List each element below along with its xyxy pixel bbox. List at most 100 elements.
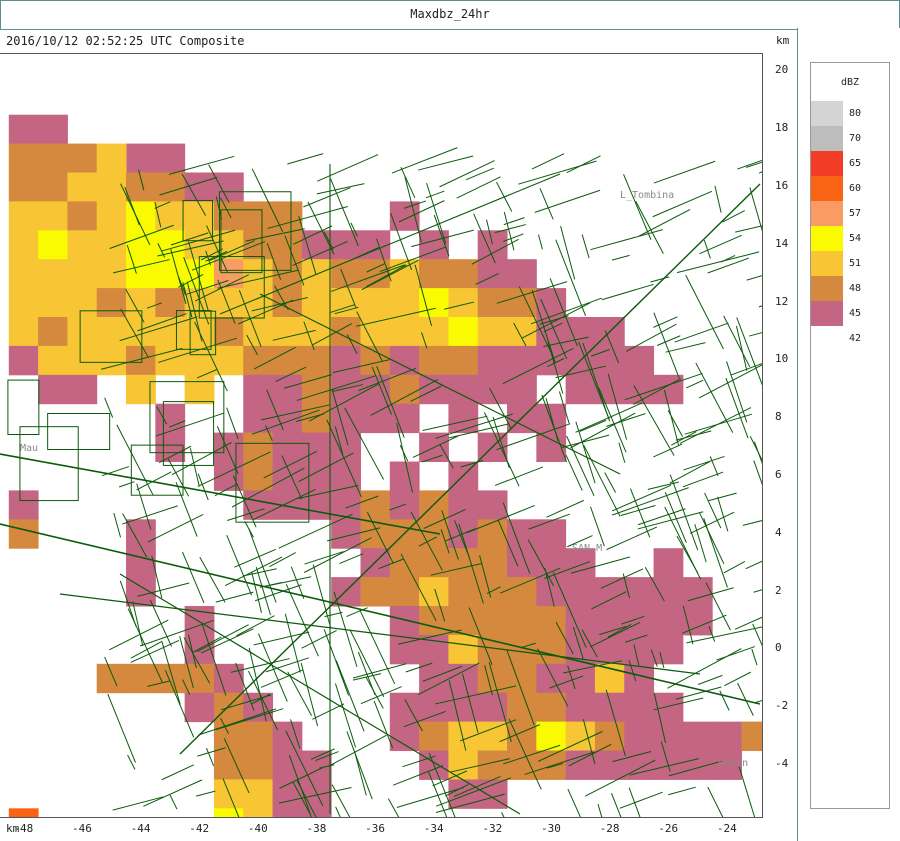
road-segment <box>296 413 325 422</box>
road-segment <box>621 615 645 625</box>
road-segment <box>159 445 192 463</box>
road-segment <box>637 511 704 530</box>
road-segment <box>426 182 447 244</box>
road-segment <box>527 539 554 586</box>
road-segment <box>735 325 748 371</box>
x-tick-label: -46 <box>72 822 92 835</box>
radar-map[interactable]: L_Tombina Mau SAN_M ondon <box>0 53 763 818</box>
road-segment <box>181 173 207 216</box>
road-segment <box>349 247 379 262</box>
reflectivity-cell <box>155 317 186 347</box>
road-segment <box>285 730 324 806</box>
road-segment <box>274 285 289 310</box>
road-segment <box>223 738 250 794</box>
road-segment <box>722 210 745 223</box>
reflectivity-cell <box>67 259 98 289</box>
reflectivity-cell <box>155 432 186 463</box>
road-segment <box>555 365 607 379</box>
x-axis: km -48 -46 -44 -42 -40 -38 -36 -34 -32 -30 -28 -26 -… <box>0 816 797 841</box>
road-segment <box>714 185 722 213</box>
road-segment <box>298 216 317 274</box>
road-segment <box>366 263 385 273</box>
road-segment <box>361 259 419 291</box>
legend-swatch <box>811 326 843 351</box>
road-segment <box>524 751 595 775</box>
road-segment <box>170 249 187 305</box>
road-segment <box>682 471 724 488</box>
road-segment <box>251 296 308 312</box>
road-segment <box>261 404 331 421</box>
road-segment <box>570 556 630 574</box>
road-segment <box>146 302 163 309</box>
road-segment <box>650 649 658 667</box>
road-segment <box>531 290 556 363</box>
road-segment <box>326 419 362 497</box>
legend-swatch <box>811 176 843 201</box>
reflectivity-cell <box>448 548 479 578</box>
road-segment <box>578 341 610 420</box>
reflectivity-cell <box>67 374 98 405</box>
road-segment <box>196 368 218 379</box>
field-parcel <box>220 209 263 274</box>
reflectivity-cell <box>38 230 68 260</box>
road-segment <box>549 278 578 347</box>
road-segment <box>725 377 749 439</box>
legend-entry: 65 <box>811 151 889 176</box>
reflectivity-cell <box>565 374 596 405</box>
road-segment <box>471 238 519 265</box>
road-segment <box>620 504 656 516</box>
legend-swatch <box>811 201 843 226</box>
legend-swatch <box>811 276 843 301</box>
legend-swatch <box>811 101 843 126</box>
road-segment <box>164 670 195 738</box>
road-segment <box>425 190 445 199</box>
road-segment <box>716 646 755 661</box>
road-segment <box>226 407 239 440</box>
reflectivity-cell <box>8 259 39 289</box>
reflectivity-cell <box>331 230 361 260</box>
road-segment <box>226 535 253 596</box>
road-segment <box>182 551 205 604</box>
road-segment <box>462 673 479 733</box>
reflectivity-cell <box>67 317 98 347</box>
road-segment <box>171 441 232 476</box>
road-segment <box>685 274 724 350</box>
reflectivity-cell <box>419 606 449 636</box>
road-segment <box>719 690 730 711</box>
road-segment <box>735 225 762 233</box>
reflectivity-cell <box>8 490 39 520</box>
reflectivity-cell <box>507 259 537 289</box>
reflectivity-cell <box>594 721 625 752</box>
reflectivity-cell <box>419 345 449 376</box>
road-segment <box>589 621 641 648</box>
road-segment <box>467 504 535 534</box>
field-parcel <box>162 401 215 466</box>
road-segment <box>113 512 122 538</box>
road-segment <box>418 536 437 547</box>
road-segment <box>236 615 275 637</box>
road-segment <box>448 423 509 439</box>
road-segment <box>607 373 628 440</box>
road-segment <box>279 767 324 789</box>
reflectivity-cell <box>184 201 215 231</box>
field-parcel <box>79 310 143 363</box>
road-segment <box>125 289 145 323</box>
road-segment <box>629 488 651 538</box>
reflectivity-cell <box>96 259 127 289</box>
road-segment <box>543 336 589 348</box>
legend-swatch <box>811 151 843 176</box>
reflectivity-cell <box>213 808 244 817</box>
road-segment <box>285 584 319 657</box>
road-segment <box>139 619 214 647</box>
reflectivity-cell <box>360 259 391 289</box>
road-segment <box>403 710 446 728</box>
reflectivity-cell <box>477 230 508 260</box>
road-segment <box>156 406 168 425</box>
road-segment <box>191 636 222 654</box>
road-segment <box>496 423 571 451</box>
y-tick-label: 4 <box>775 525 782 539</box>
road-segment <box>183 257 210 325</box>
reflectivity-cell <box>360 490 391 520</box>
road-network <box>0 147 762 817</box>
road-segment <box>723 560 746 574</box>
